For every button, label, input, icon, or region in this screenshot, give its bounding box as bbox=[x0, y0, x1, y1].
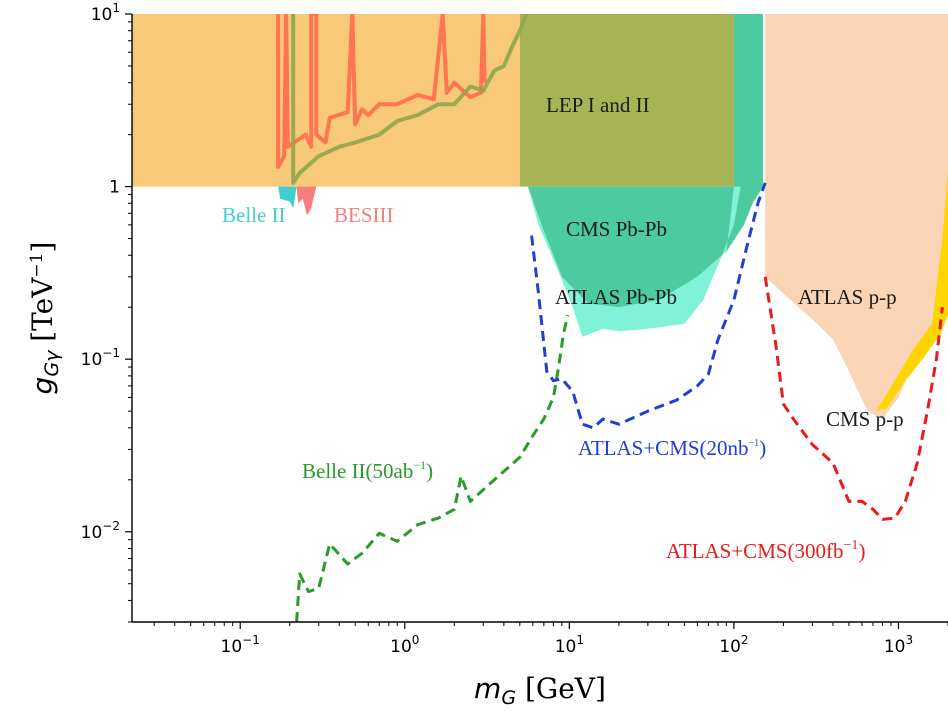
x-tick-label: 102 bbox=[719, 633, 748, 657]
y-tick-label: 10−1 bbox=[81, 346, 120, 370]
label-atlaspb: ATLAS Pb-Pb bbox=[555, 285, 677, 309]
series-label-blue: ATLAS+CMS(20nb−1) bbox=[578, 436, 766, 460]
y-tick-label: 10−2 bbox=[81, 519, 120, 543]
x-tick-label: 103 bbox=[884, 633, 913, 657]
region-beam-dump bbox=[132, 14, 520, 187]
y-axis-title: gGγ [TeV−1] bbox=[26, 242, 63, 395]
label-besiii: BESIII bbox=[334, 203, 394, 227]
x-tick-label: 10−1 bbox=[221, 633, 260, 657]
x-tick-label: 100 bbox=[390, 633, 419, 657]
label-lep: LEP I and II bbox=[546, 93, 650, 117]
y-axis-title-group: gGγ [TeV−1] bbox=[26, 242, 63, 395]
series-label-green: Belle II(50ab−1) bbox=[302, 458, 433, 483]
series-label-red: ATLAS+CMS(300fb−1) bbox=[666, 538, 865, 563]
label-cmspp: CMS p-p bbox=[826, 407, 904, 431]
region-besiii bbox=[297, 187, 317, 216]
x-tick-label: 101 bbox=[555, 633, 584, 657]
plot-area bbox=[132, 14, 948, 622]
label-belle2: Belle II bbox=[222, 203, 286, 227]
label-atlaspp: ATLAS p-p bbox=[798, 285, 897, 309]
y-tick-label: 101 bbox=[91, 1, 120, 25]
x-axis-title: mG [GeV] bbox=[474, 672, 606, 709]
y-tick-label: 1 bbox=[109, 178, 120, 198]
label-cmspb: CMS Pb-Pb bbox=[566, 217, 667, 241]
